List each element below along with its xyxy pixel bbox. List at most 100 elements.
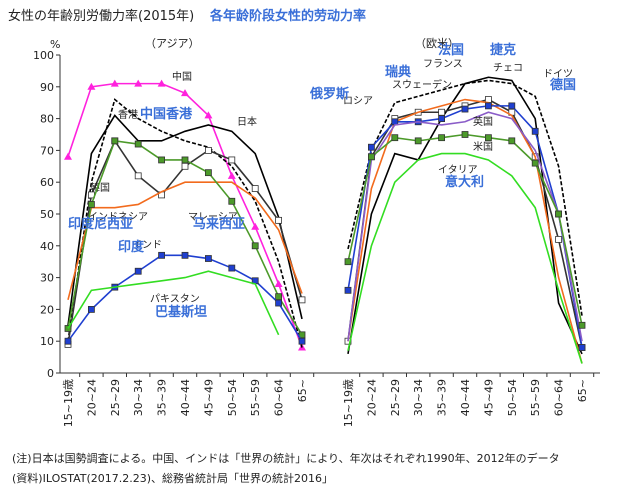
marker	[227, 171, 236, 179]
series-label: 日本	[237, 115, 257, 128]
series-label: ドイツ	[543, 69, 573, 80]
marker	[134, 140, 142, 148]
marker	[64, 152, 72, 160]
marker	[578, 321, 586, 329]
series-label: ロシア	[343, 96, 373, 107]
series-label: スウェーデン	[392, 78, 452, 91]
x-tick-label: 35~39	[156, 379, 169, 416]
x-tick-label: 25~29	[389, 379, 402, 416]
series-label: 香港	[118, 109, 138, 121]
marker	[274, 279, 283, 287]
annotation-cn: 捷克	[490, 42, 516, 58]
y-tick-label: 20	[40, 303, 54, 316]
marker	[298, 337, 306, 345]
y-tick-label: 10	[40, 335, 54, 348]
marker	[251, 185, 259, 192]
annotation-cn: 意大利	[445, 174, 484, 190]
y-tick-label: 0	[47, 367, 54, 380]
marker	[275, 299, 283, 307]
y-tick-label: 40	[40, 240, 54, 253]
marker	[157, 79, 166, 87]
marker	[484, 102, 492, 110]
y-tick-label: 60	[40, 176, 54, 189]
x-tick-label: 65~	[296, 379, 309, 402]
annotation-cn: 德国	[550, 77, 576, 93]
series-label: イタリア	[438, 164, 478, 176]
note: (注)日本は国勢調査による。中国、インドは「世界の統計」により、年次はそれぞれ1…	[12, 451, 560, 465]
annotation-cn: 法国	[438, 42, 464, 58]
marker	[228, 264, 236, 272]
series-label: 英国	[473, 115, 493, 128]
x-tick-label: 35~39	[436, 379, 449, 416]
marker	[181, 251, 189, 259]
series-label: マレーシア	[188, 212, 238, 223]
title-cn: 各年龄阶段女性的劳动力率	[209, 8, 366, 24]
series-label: インド	[132, 240, 162, 251]
marker	[251, 222, 260, 230]
marker	[158, 251, 166, 259]
marker	[204, 111, 213, 119]
marker	[344, 286, 352, 294]
marker	[158, 156, 166, 164]
series-line	[67, 98, 303, 348]
marker	[367, 153, 375, 161]
x-tick-label: 50~54	[226, 379, 239, 416]
series-line	[347, 79, 583, 316]
series-line	[67, 270, 280, 336]
x-tick-label: 15~19歳	[342, 379, 355, 427]
title: 女性の年齢別労働力率(2015年)	[8, 8, 194, 24]
marker	[181, 156, 189, 164]
y-tick-label: 30	[40, 272, 54, 285]
annotation-cn: 巴基斯坦	[155, 304, 207, 320]
marker	[344, 258, 352, 266]
marker	[111, 137, 119, 145]
x-tick-label: 40~44	[459, 379, 472, 416]
marker	[508, 102, 516, 110]
series-label: インドネシア	[88, 211, 148, 223]
annotation-cn: 印度尼西亚	[68, 216, 133, 232]
marker	[88, 201, 95, 208]
series-label: パキスタン	[150, 293, 200, 305]
marker	[438, 115, 446, 122]
x-tick-label: 60~64	[553, 379, 566, 416]
marker	[414, 137, 422, 145]
marker	[578, 344, 586, 351]
marker	[555, 210, 562, 218]
x-tick-label: 20~24	[365, 379, 378, 416]
y-tick-label: 100	[33, 49, 54, 62]
marker	[134, 267, 142, 275]
marker	[204, 169, 212, 177]
y-tick-label: 90	[40, 81, 54, 94]
annotation-cn: 印度	[118, 239, 145, 255]
series-line	[347, 152, 583, 364]
note: (資料)ILOSTAT(2017.2.23)、総務省統計局「世界の統計2016」	[12, 471, 333, 485]
annotation-cn: 瑞典	[385, 64, 411, 80]
x-tick-label: 30~34	[132, 379, 145, 416]
annotation-cn: 中国香港	[140, 106, 193, 122]
y-tick-label: 50	[40, 208, 54, 221]
marker	[531, 159, 539, 167]
marker	[461, 131, 469, 138]
x-tick-label: 55~59	[249, 379, 262, 416]
x-tick-label: 55~59	[529, 379, 542, 416]
marker	[228, 156, 236, 164]
x-tick-label: 45~49	[482, 379, 495, 416]
x-tick-label: 60~64	[273, 379, 286, 416]
y-tick-label: 80	[40, 113, 54, 126]
panel-label: （欧米）	[415, 37, 459, 50]
series-line	[67, 181, 303, 301]
x-tick-label: 20~24	[85, 379, 98, 416]
marker	[228, 197, 236, 205]
marker	[484, 134, 492, 142]
series-label: チェコ	[493, 62, 523, 74]
marker	[64, 337, 72, 345]
marker	[367, 143, 375, 151]
marker	[391, 134, 399, 142]
series-label: フランス	[423, 58, 463, 70]
marker	[251, 242, 259, 250]
marker	[87, 82, 96, 90]
marker	[275, 293, 283, 301]
x-tick-label: 40~44	[179, 379, 192, 416]
marker	[110, 79, 119, 87]
